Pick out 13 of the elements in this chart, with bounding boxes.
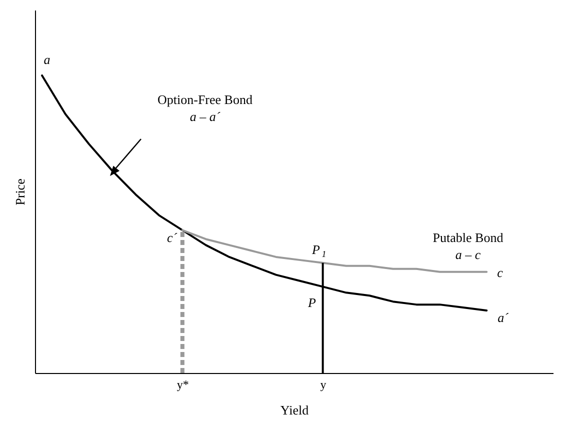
text: a <box>44 52 51 67</box>
annotation: a´ <box>498 310 510 325</box>
y-axis-title: Price <box>12 178 28 206</box>
annotation: c´ <box>166 230 178 245</box>
x-tick-label: y <box>320 378 326 392</box>
annotation: a – a´ <box>190 109 221 124</box>
x-axis-title: Yield <box>280 402 310 418</box>
x-tick-label: y* <box>176 378 189 392</box>
annotation: c <box>497 265 504 280</box>
annotation: Putable Bond <box>432 230 504 245</box>
annotation: a – c <box>455 247 481 262</box>
annotation: P <box>307 295 316 310</box>
annotation: Option-Free Bond <box>158 92 253 107</box>
